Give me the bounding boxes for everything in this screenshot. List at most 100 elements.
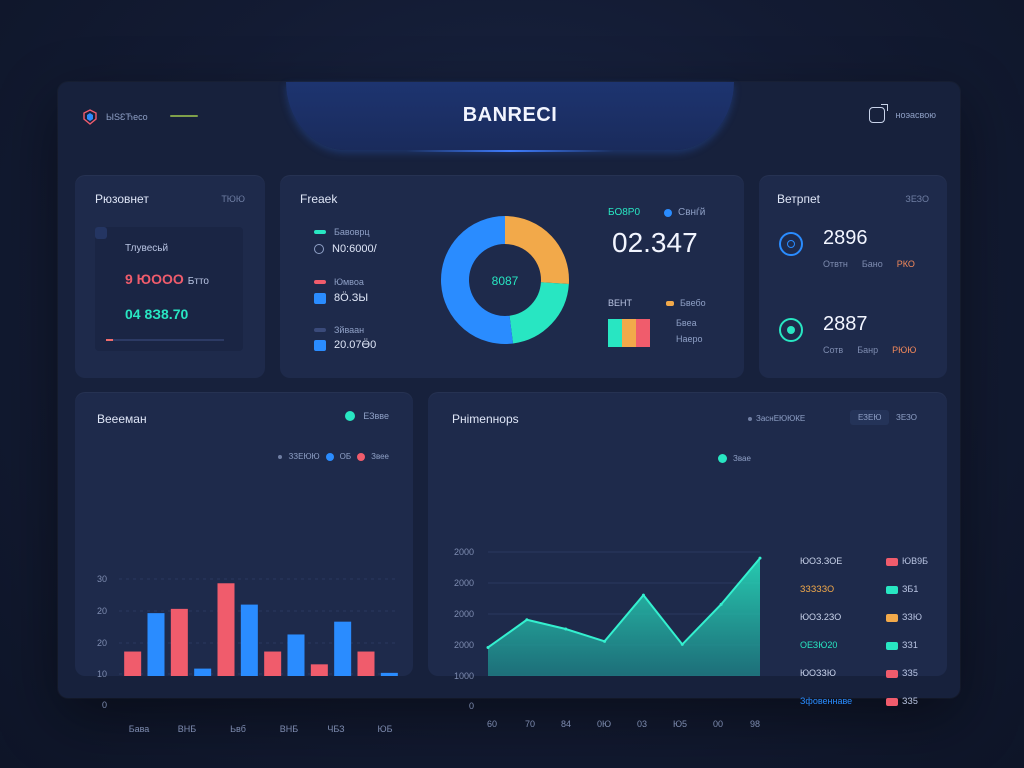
right-list-label: ЗЗЗЗЗО bbox=[800, 584, 835, 594]
donut-slice[interactable] bbox=[508, 281, 569, 344]
mini-bar bbox=[608, 319, 622, 347]
y-tick: 20 bbox=[96, 606, 107, 616]
donut-chart: 8087 bbox=[438, 213, 572, 347]
right-list-value-text: ЗЗ1 bbox=[902, 640, 918, 650]
bar[interactable] bbox=[240, 604, 258, 676]
stat-meta-item: Отвтн bbox=[823, 259, 848, 269]
legend-dot bbox=[278, 454, 283, 459]
summary-progress-fill bbox=[106, 339, 114, 341]
tab-range-2[interactable]: ЗЕЗО bbox=[896, 413, 917, 422]
right-list-value-text: ЗБ1 bbox=[902, 584, 919, 594]
stat-value: 2887 bbox=[823, 313, 868, 335]
x-label: 84 bbox=[560, 719, 571, 729]
bar[interactable] bbox=[170, 608, 188, 676]
right-list-value-text: ЮВ9Б bbox=[902, 556, 929, 566]
x-label: Бава bbox=[128, 724, 150, 734]
area-point[interactable] bbox=[680, 642, 684, 646]
legend-dot bbox=[748, 416, 752, 421]
ring-dot bbox=[787, 240, 795, 248]
tab-range-1[interactable]: ЕЗЕЮ bbox=[850, 410, 890, 425]
right-list-value-text: ЗЗЮ bbox=[902, 612, 922, 622]
bar[interactable] bbox=[334, 621, 352, 676]
metric-tag: БО8Р0 bbox=[608, 207, 641, 218]
bar[interactable] bbox=[264, 651, 282, 676]
area-point[interactable] bbox=[603, 639, 607, 643]
brand[interactable]: ЫSԐЋeco bbox=[82, 109, 148, 125]
bar-chart-top-legend[interactable]: ЕЗвве bbox=[345, 411, 389, 421]
area-point[interactable] bbox=[758, 556, 762, 560]
stat-meta-highlight: РКО bbox=[896, 259, 915, 269]
y-tick: 0 bbox=[101, 700, 107, 710]
legend-item[interactable]: Юмвоа bbox=[314, 277, 364, 287]
donut-slice[interactable] bbox=[504, 216, 569, 285]
area-point[interactable] bbox=[641, 593, 645, 597]
metric-tag-label: Свнѓй bbox=[678, 207, 706, 218]
legend-item[interactable]: N0:6000/ bbox=[314, 243, 377, 255]
y-tick: 2000 bbox=[453, 547, 474, 557]
summary-row-value-red: 9 ЮООО Бтто bbox=[125, 271, 209, 287]
legend-item[interactable]: 20.07Ӫ0 bbox=[314, 339, 376, 351]
bar[interactable] bbox=[287, 634, 305, 676]
bar[interactable] bbox=[217, 583, 235, 676]
sub-legend: Бвебо bbox=[666, 298, 706, 308]
legend-swatch bbox=[314, 280, 326, 284]
legend-item[interactable]: Бавоврц bbox=[314, 227, 370, 237]
x-label: 0Ю bbox=[596, 719, 612, 729]
ring-icon bbox=[779, 318, 803, 342]
bar[interactable] bbox=[357, 651, 375, 676]
right-list-label: ОЕЗЮ20 bbox=[800, 640, 838, 650]
external-link-icon[interactable] bbox=[869, 104, 889, 123]
page-title: BANRECI bbox=[462, 104, 558, 126]
x-label: ВНБ bbox=[177, 724, 197, 734]
bar[interactable] bbox=[310, 664, 328, 676]
sub-legend-label: Бвебо bbox=[680, 298, 706, 308]
right-list-label: ЮОЗ.2ЗО bbox=[800, 612, 842, 622]
bar[interactable] bbox=[147, 613, 165, 676]
legend-label: Зйваан bbox=[334, 325, 365, 335]
area-point[interactable] bbox=[525, 618, 529, 622]
area-chart-card: Рніmenнорs ЗаснЕЮЮКЕ ЕЗЕЮ ЗЕЗО Звае 2000… bbox=[428, 392, 947, 729]
y-tick: 20 bbox=[96, 638, 107, 648]
ring-dot bbox=[787, 326, 795, 334]
area-point[interactable] bbox=[564, 627, 568, 631]
bar-chart-legend: ЗЗЕЮЮ ОБ Звее bbox=[278, 452, 389, 461]
legend-swatch bbox=[314, 292, 326, 304]
x-label: 60 bbox=[486, 719, 497, 729]
summary-row-unit: Бтто bbox=[187, 276, 209, 287]
area-point[interactable] bbox=[719, 602, 723, 606]
summary-card-tag[interactable]: ТЮЮ bbox=[221, 194, 245, 204]
stats-card-tag[interactable]: ЗЕЗО bbox=[905, 194, 929, 204]
area-chart-header-legend: ЗаснЕЮЮКЕ bbox=[748, 414, 805, 423]
right-list-label: Зфовеннаве bbox=[800, 696, 853, 706]
x-label: Ьвб bbox=[230, 724, 246, 734]
legend-label: ЗаснЕЮЮКЕ bbox=[756, 414, 806, 423]
sub-label: ВЕНТ bbox=[608, 298, 633, 308]
area-chart-title: Рніmenнорs bbox=[452, 412, 519, 426]
breakdown-card: Freaek Бавоврц N0:6000/ Юмвоа 8Ӧ.ЗЫ Зйва… bbox=[280, 175, 744, 378]
stat-meta-item: Бано bbox=[861, 259, 883, 269]
mini-bar bbox=[622, 319, 636, 347]
x-label: 03 bbox=[636, 719, 647, 729]
mini-bar bbox=[636, 319, 650, 347]
bar[interactable] bbox=[380, 672, 398, 676]
donut-slice[interactable] bbox=[441, 216, 513, 344]
x-label: ЧБЗ bbox=[327, 724, 345, 734]
legend-item[interactable]: Зйваан bbox=[314, 325, 364, 335]
brand-underline bbox=[170, 115, 198, 117]
right-list-value-text: ЗЗ5 bbox=[902, 668, 918, 678]
summary-card-inner bbox=[95, 227, 243, 351]
metric-tag-legend: Свнѓй bbox=[664, 207, 705, 218]
y-tick: 1000 bbox=[453, 671, 474, 681]
bar[interactable] bbox=[124, 651, 142, 676]
right-list-value: ЗЗ1 bbox=[886, 640, 918, 650]
legend-item[interactable]: 8Ӧ.ЗЫ bbox=[314, 292, 368, 304]
right-list-value: ЮВ9Б bbox=[886, 556, 928, 566]
area-point[interactable] bbox=[486, 645, 490, 649]
tag-icon bbox=[886, 585, 898, 594]
summary-card-title: Рюзовнет bbox=[95, 192, 149, 206]
right-list-value: ЗЗ5 bbox=[886, 696, 918, 706]
user-menu[interactable]: ноэасвою bbox=[869, 104, 936, 123]
right-list-value: ЗЗЮ bbox=[886, 612, 922, 622]
bar[interactable] bbox=[194, 668, 212, 676]
legend-value: 20.07Ӫ0 bbox=[334, 339, 377, 351]
